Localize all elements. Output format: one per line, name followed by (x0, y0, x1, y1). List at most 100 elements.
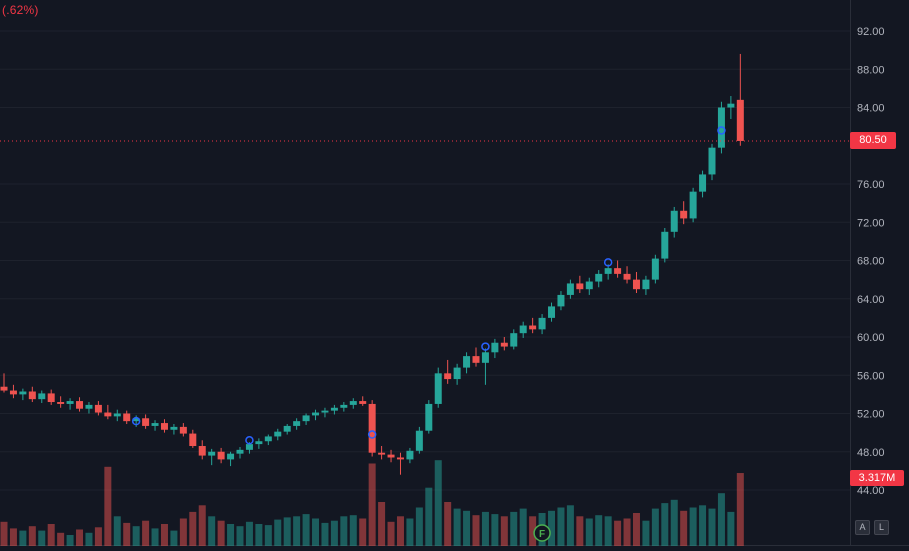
candle (642, 279, 650, 290)
candle (85, 404, 93, 409)
volume-bar (387, 521, 395, 546)
volume-bar (661, 503, 669, 546)
candle (245, 444, 253, 450)
candle (28, 391, 36, 400)
circle-marker[interactable] (245, 436, 254, 445)
volume-bar (66, 535, 74, 546)
volume-bar (604, 516, 612, 546)
candle (66, 401, 74, 404)
volume-bar (132, 526, 140, 546)
volume-bar (406, 518, 414, 546)
circle-marker[interactable] (603, 258, 613, 267)
candle (566, 283, 574, 295)
volume-bar (519, 508, 527, 546)
volume-bar (500, 516, 508, 546)
volume-bar (481, 511, 489, 546)
volume-bar (415, 507, 423, 546)
volume-bar (614, 520, 622, 546)
candle (378, 452, 386, 455)
volume-bar (57, 532, 65, 546)
candle (198, 446, 206, 456)
candle (160, 423, 168, 430)
volume-bar (670, 499, 678, 546)
volume-bar (302, 514, 310, 546)
candle (302, 415, 310, 422)
volume-bar (245, 521, 253, 546)
volume-bar (472, 515, 480, 546)
volume-bar (368, 463, 376, 546)
candle (349, 401, 357, 405)
candle (94, 404, 102, 413)
volume-bar (76, 529, 84, 546)
last-price-badge: 80.50 (850, 132, 896, 150)
candle (208, 451, 216, 456)
candle (604, 268, 612, 274)
candle (142, 418, 150, 426)
price-scale[interactable]: 92.00 88.00 84.00 76.00 72.00 68.00 64.00 60.00… (857, 26, 885, 497)
candle (264, 436, 272, 442)
volume-bar (236, 526, 244, 546)
candle (293, 421, 301, 426)
event-marker-circle[interactable] (533, 524, 551, 542)
volume-bar (19, 530, 27, 546)
event-marker-f[interactable]: F (533, 524, 551, 542)
candle (396, 457, 404, 460)
auto-scale-button[interactable]: A (855, 520, 870, 535)
volume-bar (566, 505, 574, 546)
candle (453, 367, 461, 380)
price-tick-label: 68.00 (857, 256, 885, 268)
candle (434, 373, 442, 404)
chart-markers[interactable] (131, 126, 726, 445)
candle (255, 441, 263, 445)
candles (0, 53, 744, 475)
candle (614, 268, 622, 274)
volume-bar (312, 518, 320, 546)
price-tick-label: 84.00 (857, 103, 885, 115)
candle (406, 450, 414, 460)
volume-bar (717, 493, 725, 546)
candle (500, 342, 508, 347)
candle (387, 454, 395, 458)
volume-bar (227, 524, 235, 546)
price-tick-label: 64.00 (857, 294, 885, 306)
volume-bar (378, 502, 386, 546)
volume-bar (623, 518, 631, 546)
candle (283, 425, 291, 432)
volume-bar (94, 527, 102, 546)
volume-bar (264, 525, 272, 546)
volume-bar (585, 518, 593, 546)
volume-bar (632, 513, 640, 546)
candle (491, 342, 499, 353)
candle (132, 418, 140, 422)
volume-bar (548, 510, 556, 546)
candle (340, 404, 348, 408)
circle-marker[interactable] (131, 416, 141, 426)
volume-bar (396, 516, 404, 546)
candle (481, 352, 489, 363)
candle (699, 174, 707, 192)
volume-bar (708, 508, 716, 546)
log-scale-button[interactable]: L (874, 520, 889, 535)
candle (538, 317, 546, 330)
volume-bar (359, 518, 367, 546)
volume-bar (349, 515, 357, 546)
candle (104, 412, 112, 417)
candle (708, 147, 716, 175)
volume-bars (0, 460, 744, 546)
candle (557, 294, 565, 307)
volume-bar (151, 528, 159, 546)
candle (189, 433, 197, 447)
volume-bar (198, 505, 206, 546)
candle (47, 393, 55, 403)
candle (274, 431, 282, 437)
circle-marker[interactable] (367, 430, 377, 439)
candle (632, 279, 640, 290)
circle-marker[interactable] (717, 126, 726, 135)
circle-marker[interactable] (481, 342, 490, 351)
volume-bar (529, 516, 537, 546)
candle (123, 413, 131, 422)
candle (330, 407, 338, 411)
